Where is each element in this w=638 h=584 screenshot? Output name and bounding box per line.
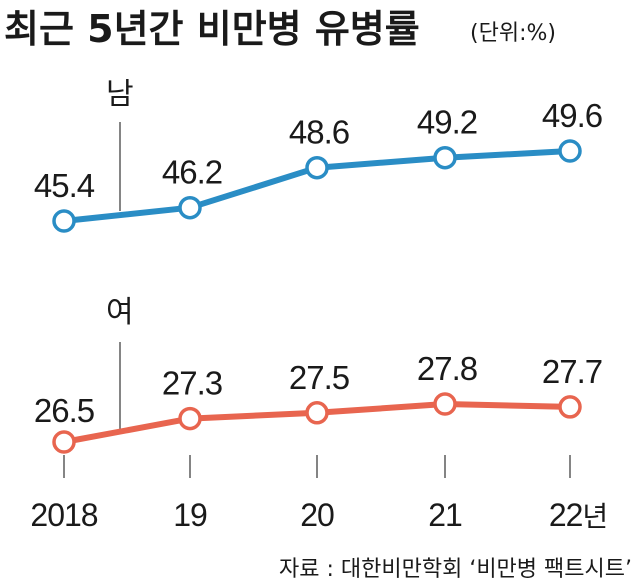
source-note: 자료 : 대한비만학회 ‘비만병 팩트시트’	[279, 557, 632, 582]
series-female: 여 26.5 27.3 27.5 27.8 27.7	[34, 295, 603, 454]
series-name-label: 여	[106, 295, 134, 330]
data-point	[178, 195, 202, 220]
data-point	[558, 139, 582, 163]
data-label: 27.8	[417, 350, 477, 387]
data-label: 46.2	[162, 154, 222, 191]
data-point	[52, 430, 76, 454]
x-tick-label: 22년	[549, 497, 607, 533]
data-point	[305, 401, 329, 425]
x-tick-label: 20	[300, 497, 334, 533]
x-tick-label: 19	[173, 497, 207, 533]
x-axis: 2018 19 20 21 22년	[30, 497, 608, 533]
data-label: 27.3	[162, 365, 222, 402]
data-point	[433, 392, 457, 416]
x-tick-label: 21	[428, 497, 462, 533]
data-point	[178, 406, 202, 431]
data-point	[305, 155, 329, 180]
data-label: 49.6	[542, 97, 602, 134]
data-label: 27.5	[289, 359, 349, 396]
series-name-label: 남	[106, 77, 134, 112]
data-label: 27.7	[542, 353, 602, 390]
data-label: 45.4	[34, 167, 95, 204]
series-male: 남 45.4 46.2 48.6 49.2 49.6	[34, 77, 603, 233]
data-point	[52, 209, 76, 233]
data-point	[433, 145, 457, 170]
chart-title: 최근 5년간 비만병 유병률	[4, 7, 420, 51]
x-tick-label: 2018	[30, 497, 97, 533]
x-guides	[63, 455, 571, 478]
data-label: 49.2	[417, 104, 477, 141]
data-label: 48.6	[289, 114, 349, 151]
data-point	[558, 395, 582, 419]
series-layer: 남 45.4 46.2 48.6 49.2 49.6 여 26.5 27.3 27.5 27.8 27…	[34, 77, 603, 454]
data-label: 26.5	[34, 392, 94, 429]
unit-label: (단위:%)	[470, 21, 556, 46]
x-tick-suffix: 년	[582, 500, 607, 533]
